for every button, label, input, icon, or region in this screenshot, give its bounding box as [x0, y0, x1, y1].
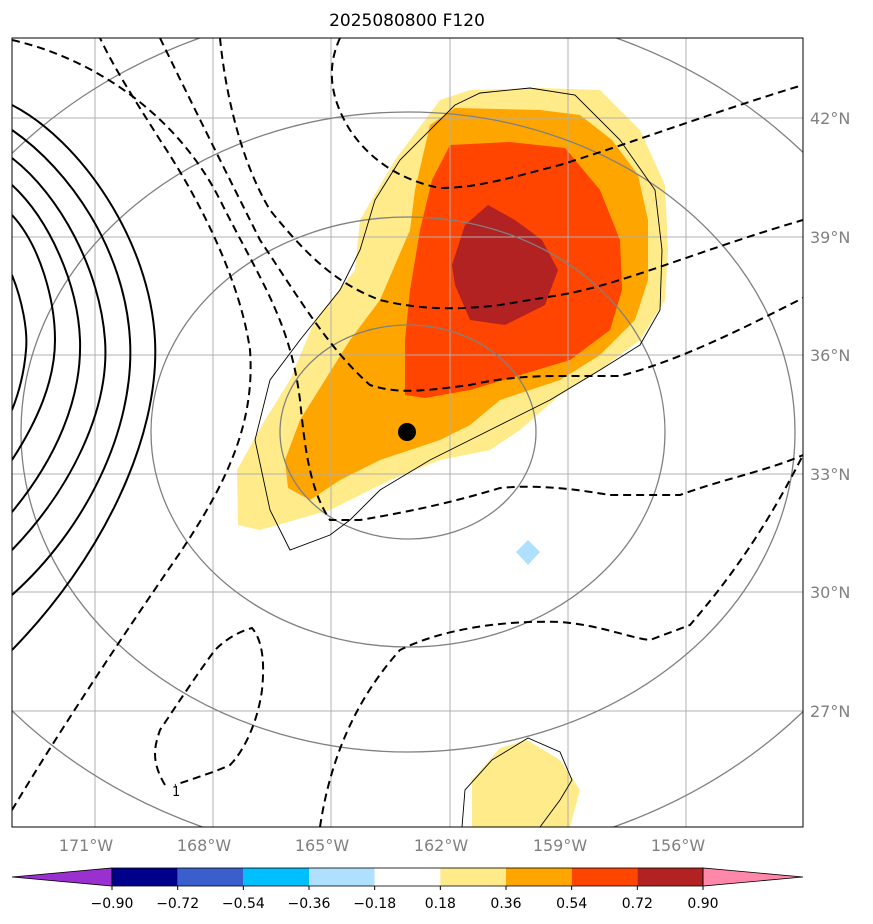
contour-label: 1	[172, 785, 180, 800]
lon-label: 165°W	[295, 836, 350, 855]
lon-label: 171°W	[59, 836, 114, 855]
colorbar-tick-label: −0.18	[353, 896, 396, 912]
colorbar-swatch	[177, 868, 244, 886]
colorbar-tick-label: 0.72	[622, 896, 653, 912]
lon-label: 168°W	[177, 836, 232, 855]
colorbar-frame	[111, 867, 704, 887]
colorbar-swatch	[112, 868, 178, 886]
range-circles	[12, 38, 803, 827]
negative-contours	[12, 38, 803, 827]
region-outline	[254, 87, 663, 827]
lon-label: 162°W	[414, 836, 469, 855]
anomaly-fill-darkred	[452, 205, 558, 325]
colorbar-tick-label: 0.18	[425, 896, 456, 912]
map-frame	[11, 37, 804, 828]
colorbar-tick-label: −0.90	[91, 896, 134, 912]
lat-label: 39°N	[810, 228, 850, 247]
colorbar-swatch	[506, 868, 572, 886]
lon-label: 156°W	[651, 836, 706, 855]
colorbar-swatch	[374, 868, 441, 886]
colorbar-tick-label: −0.36	[288, 896, 331, 912]
map-title: 2025080800 F120	[329, 11, 485, 31]
colorbar-tick-label: 0.90	[687, 896, 718, 912]
colorbar-tick-label: 0.54	[556, 896, 587, 912]
lat-label: 33°N	[810, 465, 850, 484]
colorbar-extend-low	[11, 867, 113, 887]
colorbar-swatch	[637, 868, 703, 886]
colorbar-swatch	[309, 868, 375, 886]
anomaly-fill-light-south	[472, 740, 580, 827]
longitude-labels: 171°W 168°W 165°W 162°W 159°W 156°W	[59, 836, 706, 855]
graticule	[12, 38, 803, 827]
lat-label: 42°N	[810, 109, 850, 128]
storm-center-marker	[398, 423, 416, 441]
colorbar-swatch	[571, 868, 638, 886]
colorbar-tick-label: 0.36	[490, 896, 521, 912]
colorbar-tick-label: −0.54	[222, 896, 265, 912]
lat-label: 36°N	[810, 346, 850, 365]
anomaly-fill-lightblue	[516, 540, 540, 565]
colorbar-extend-high	[702, 867, 804, 887]
lat-label: 30°N	[810, 583, 850, 602]
latitude-labels: 42°N 39°N 36°N 33°N 30°N 27°N	[810, 109, 850, 721]
lon-label: 159°W	[533, 836, 588, 855]
lat-label: 27°N	[810, 702, 850, 721]
colorbar-swatch	[440, 868, 506, 886]
colorbar: −0.90 −0.72 −0.54 −0.36 −0.18 0.18 0.36 0.54 0.7…	[11, 867, 804, 912]
map-area: 1	[11, 37, 804, 828]
positive-contours	[12, 104, 157, 651]
colorbar-tick-label: −0.72	[156, 896, 199, 912]
colorbar-swatch	[243, 868, 309, 886]
